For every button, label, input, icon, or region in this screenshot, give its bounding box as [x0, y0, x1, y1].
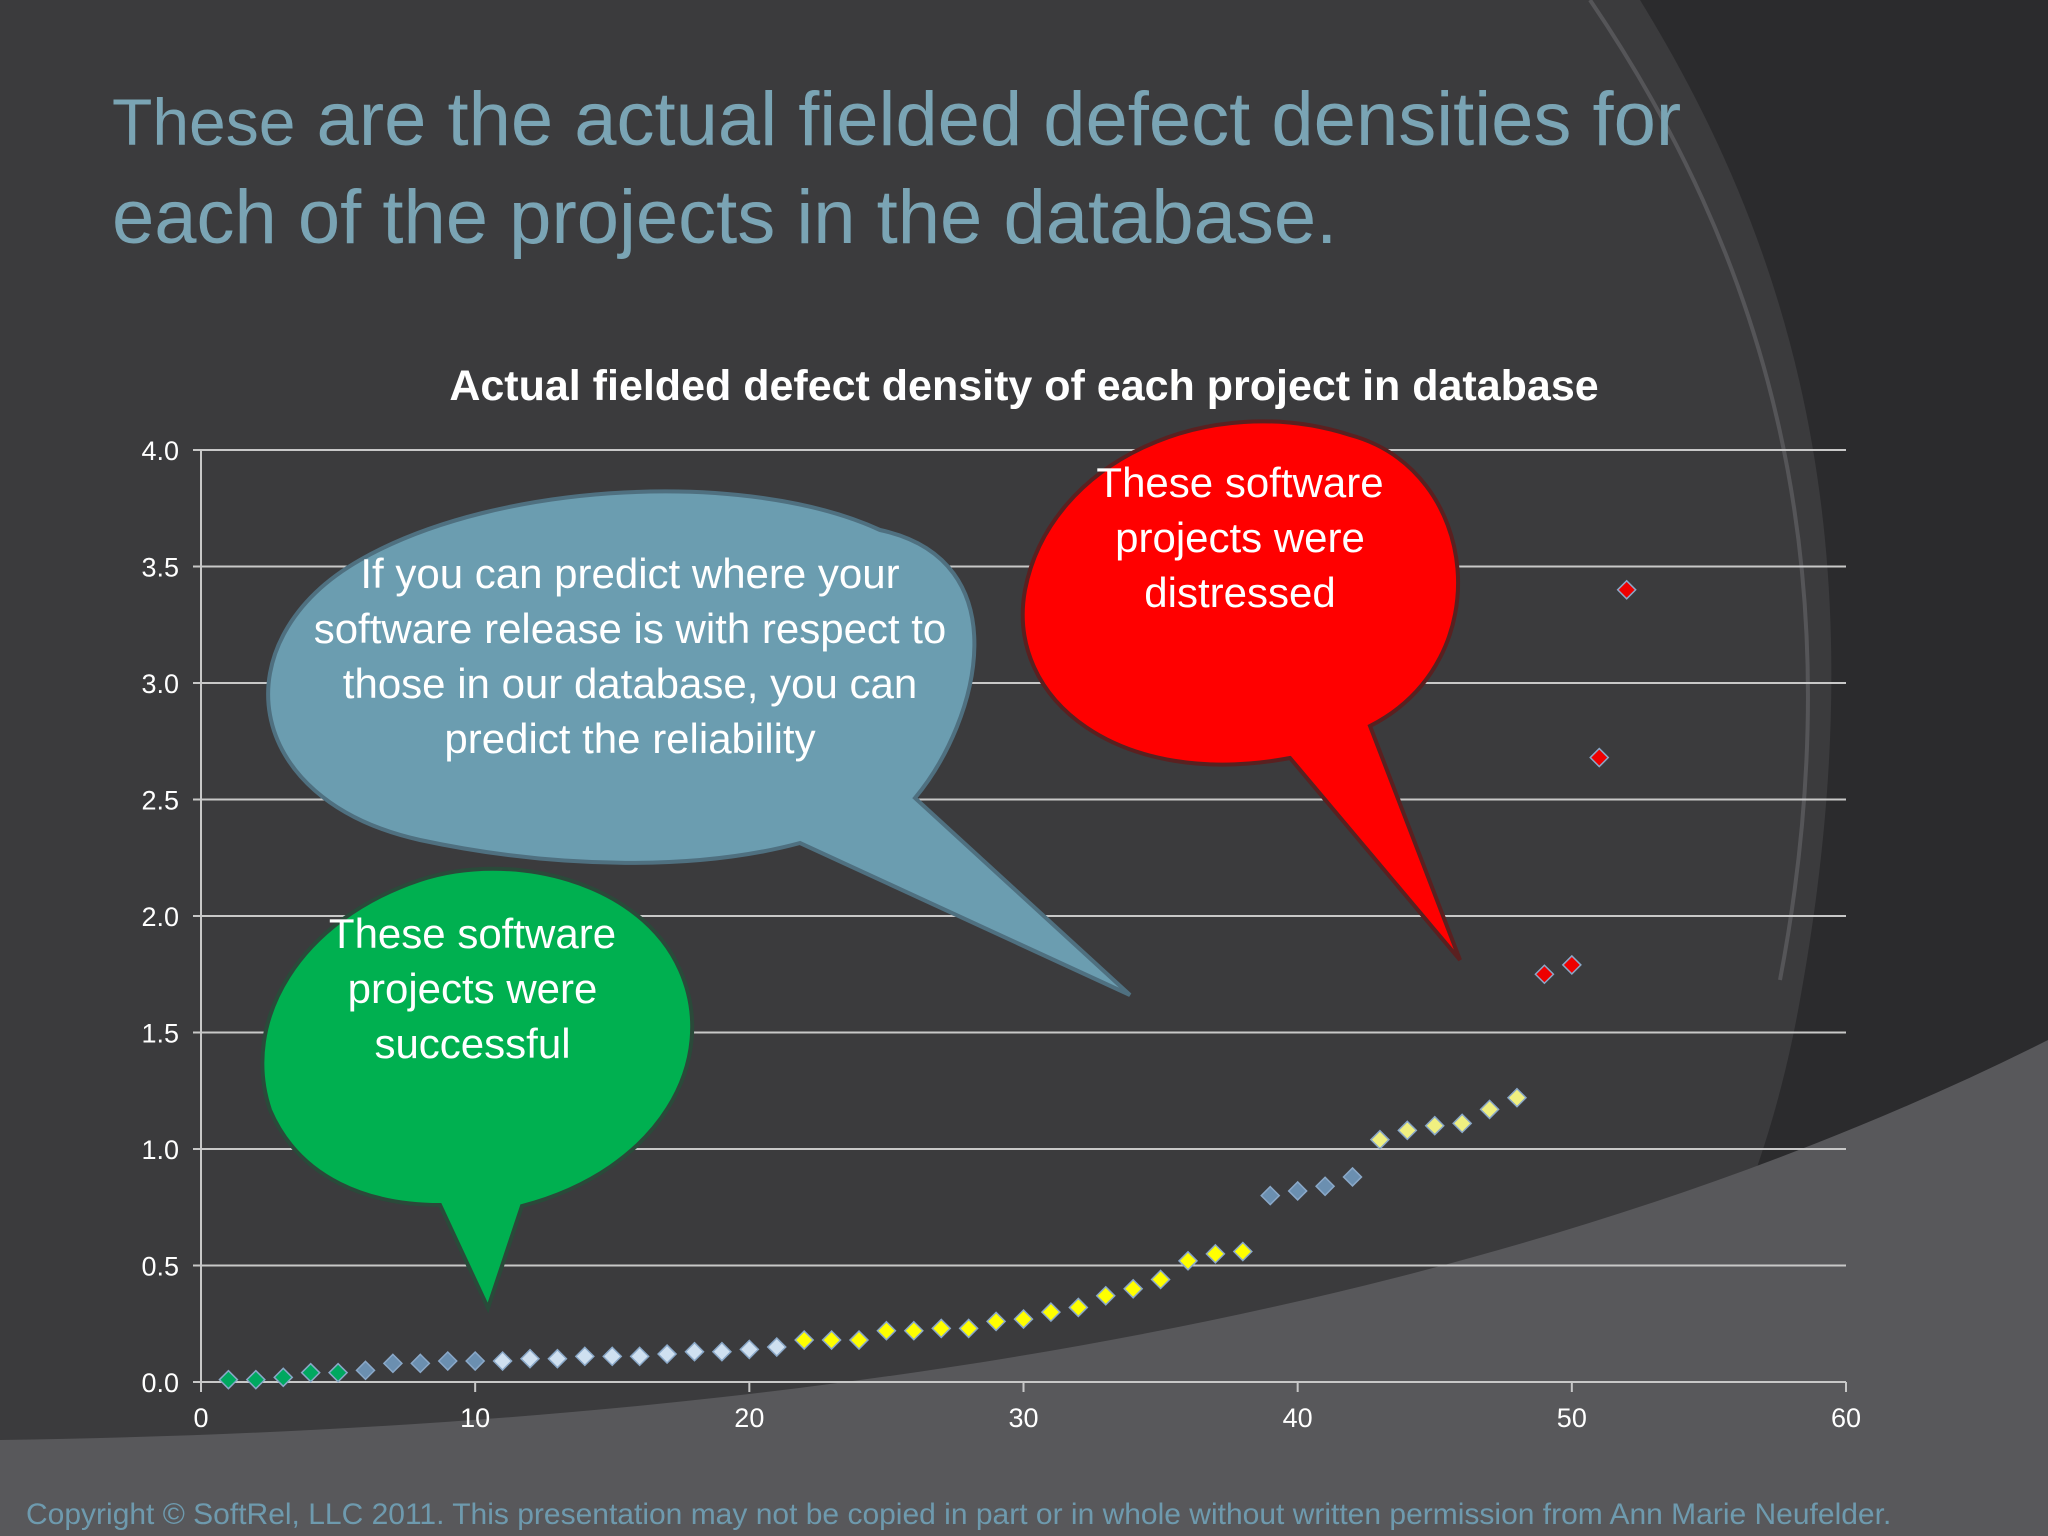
red-callout: [1020, 419, 1462, 962]
chart-axes: [193, 449, 1847, 1392]
green-callout-text: These software projects were successful: [328, 910, 617, 1067]
data-point: [1561, 954, 1582, 975]
data-point: [794, 1329, 815, 1351]
data-point: [711, 1341, 732, 1362]
data-point: [1589, 747, 1610, 768]
data-point: [1205, 1243, 1226, 1264]
data-point: [519, 1348, 541, 1369]
y-tick-label: 0.0: [141, 1368, 179, 1398]
y-tick-labels: 0.0 0.5 1.0 1.5 2.0 2.5 3.0 3.5 4.0: [141, 436, 179, 1398]
data-point: [657, 1343, 678, 1365]
data-point: [1452, 1113, 1473, 1134]
data-point: [492, 1350, 513, 1372]
y-tick-label: 1.5: [141, 1019, 179, 1049]
data-point: [465, 1350, 486, 1372]
data-point: [1150, 1269, 1171, 1290]
data-point: [355, 1360, 376, 1381]
data-point: [1232, 1241, 1253, 1262]
data-point: [1315, 1176, 1336, 1197]
chart-title: Actual fielded defect density of each pr…: [449, 362, 1599, 410]
data-point: [986, 1311, 1007, 1332]
data-point: [1123, 1278, 1144, 1299]
slide-title-rest: are the actual fielded defect densities …: [112, 77, 1682, 260]
data-point: [1369, 1129, 1390, 1150]
data-point: [1616, 579, 1637, 600]
data-point: [1342, 1166, 1363, 1188]
y-tick-label: 3.0: [141, 669, 179, 699]
y-tick-label: 1.0: [141, 1135, 179, 1165]
data-point: [1479, 1099, 1500, 1120]
data-point: [1397, 1120, 1418, 1141]
x-tick-label: 40: [1283, 1403, 1313, 1433]
data-point: [1287, 1180, 1308, 1202]
y-tick-label: 2.0: [141, 902, 179, 932]
data-point: [903, 1320, 924, 1341]
data-point: [876, 1320, 897, 1341]
data-point: [1534, 964, 1555, 985]
data-point: [739, 1339, 760, 1360]
data-point: [218, 1369, 239, 1390]
x-tick-label: 0: [193, 1403, 208, 1433]
green-callout-bubble: [260, 866, 695, 1314]
x-tick-label: 30: [1008, 1403, 1038, 1433]
data-points: [218, 579, 1637, 1390]
data-point: [821, 1329, 842, 1351]
data-point: [1177, 1250, 1199, 1271]
data-point: [328, 1362, 349, 1383]
x-tick-label: 50: [1557, 1403, 1587, 1433]
background-swoosh-edge: [1588, 0, 1811, 981]
data-point: [684, 1341, 705, 1362]
data-point: [1424, 1115, 1445, 1136]
slide-title: These are the actual fielded defect dens…: [112, 72, 1812, 266]
y-tick-label: 4.0: [141, 436, 179, 466]
y-tick-label: 3.5: [141, 553, 179, 583]
data-point: [629, 1346, 650, 1367]
data-point: [931, 1318, 952, 1339]
data-point: [602, 1346, 623, 1367]
data-point: [958, 1318, 979, 1339]
data-point: [1095, 1285, 1116, 1306]
blue-callout-bubble: [266, 489, 1132, 997]
red-callout-bubble: [1020, 419, 1462, 962]
red-callout-text: These software projects were distressed: [1096, 459, 1384, 616]
data-point: [574, 1346, 595, 1367]
data-point: [848, 1329, 870, 1351]
copyright-notice: Copyright © SoftRel, LLC 2011. This pres…: [26, 1498, 1892, 1531]
blue-callout-text: If you can predict where your software r…: [313, 550, 947, 762]
data-point: [766, 1336, 787, 1358]
data-point: [437, 1350, 458, 1372]
blue-callout: [266, 489, 1132, 997]
x-tick-label: 60: [1831, 1403, 1861, 1433]
data-point: [1040, 1302, 1061, 1323]
data-point: [382, 1353, 403, 1374]
x-tick-labels: 0 10 20 30 40 50 60: [193, 1403, 1861, 1433]
data-point: [1013, 1309, 1034, 1330]
data-point: [1068, 1297, 1089, 1318]
data-point: [245, 1369, 266, 1390]
x-tick-label: 20: [734, 1403, 764, 1433]
data-point: [1506, 1087, 1528, 1108]
data-point: [273, 1367, 294, 1388]
data-point: [1260, 1185, 1281, 1206]
green-callout: [260, 866, 695, 1314]
y-tick-label: 0.5: [141, 1252, 179, 1282]
x-tick-label: 10: [460, 1403, 490, 1433]
data-point: [300, 1362, 321, 1383]
y-tick-label: 2.5: [141, 786, 179, 816]
data-point: [547, 1348, 568, 1369]
slide-title-first-word: These: [112, 85, 296, 159]
data-point: [410, 1353, 431, 1374]
background-lower-band: [0, 1040, 2048, 1536]
